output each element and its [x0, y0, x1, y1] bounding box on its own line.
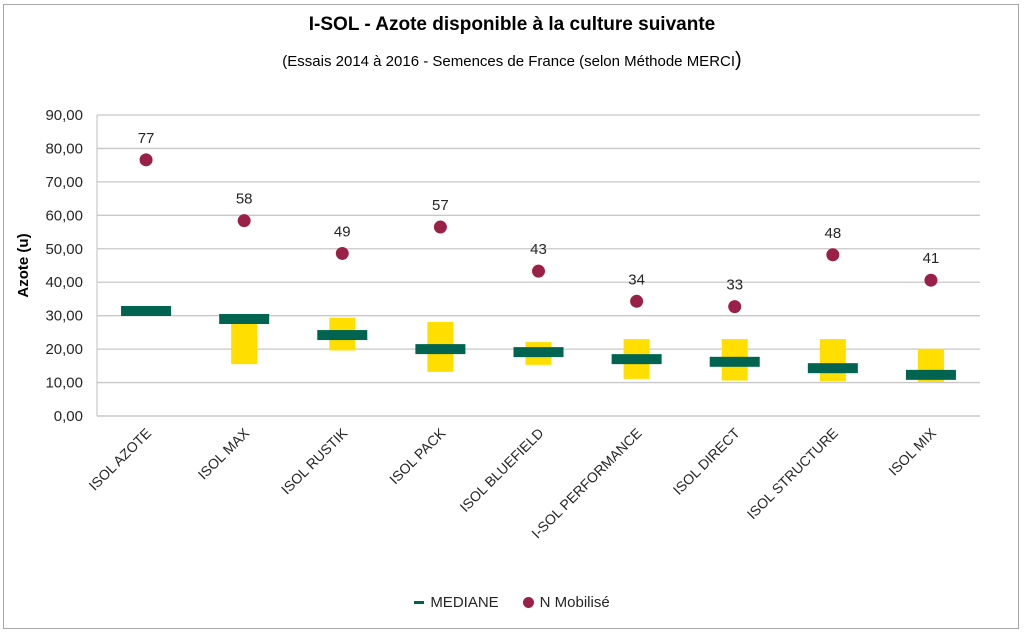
n-mobilise-point — [237, 214, 251, 228]
x-tick-label: ISOL AZOTE — [85, 425, 154, 494]
median-marker — [513, 347, 564, 358]
median-marker — [219, 314, 270, 325]
x-tick-label: ISOL PACK — [386, 424, 449, 487]
x-tick-label: ISOL STRUCTURE — [744, 425, 841, 522]
y-tick-label: 20,00 — [45, 341, 83, 358]
median-marker — [807, 363, 858, 374]
chart-legend: MEDIANE N Mobilisé — [0, 594, 1024, 611]
data-label: 33 — [726, 277, 743, 294]
subtitle-text: (Essais 2014 à 2016 - Semences de France… — [282, 53, 736, 70]
n-mobilise-point — [630, 294, 644, 308]
data-label: 77 — [138, 130, 155, 147]
legend-item-n-mobilise: N Mobilisé — [522, 594, 610, 611]
median-marker — [709, 356, 760, 367]
y-tick-label: 50,00 — [45, 241, 83, 258]
median-marker — [317, 330, 368, 341]
x-tick-label: ISOL RUSTIK — [278, 424, 351, 497]
data-label: 43 — [530, 241, 547, 258]
y-tick-label: 40,00 — [45, 274, 83, 291]
legend-item-mediane: MEDIANE — [414, 594, 499, 611]
chart-title: I-SOL - Azote disponible à la culture su… — [308, 14, 716, 35]
data-label: 57 — [432, 197, 449, 214]
legend-label: MEDIANE — [430, 594, 499, 611]
median-marker — [415, 344, 466, 355]
chart-frame — [3, 4, 1019, 629]
data-label: 48 — [824, 225, 841, 242]
n-mobilise-point — [433, 220, 447, 234]
data-label: 41 — [923, 250, 940, 267]
range-bar — [231, 319, 258, 365]
n-mobilise-point — [826, 248, 840, 262]
circle-marker-icon — [522, 597, 534, 608]
x-tick-label: I-SOL PERFORMANCE — [528, 425, 645, 542]
n-mobilise-point — [139, 153, 153, 167]
median-marker — [905, 369, 956, 380]
legend-label: N Mobilisé — [539, 594, 610, 611]
median-marker — [611, 354, 662, 365]
y-tick-label: 80,00 — [45, 140, 83, 157]
data-label: 49 — [334, 223, 351, 240]
x-tick-label: ISOL MIX — [885, 424, 939, 478]
n-mobilise-point — [335, 246, 349, 260]
y-axis-title: Azote (u) — [15, 233, 32, 297]
range-bar — [819, 339, 846, 382]
x-tick-label: ISOL DIRECT — [670, 424, 743, 497]
x-tick-label: ISOL MAX — [195, 424, 253, 482]
data-label: 58 — [236, 191, 253, 208]
y-tick-label: 0,00 — [54, 408, 83, 425]
y-tick-label: 90,00 — [45, 107, 83, 124]
n-mobilise-point — [532, 264, 545, 278]
chart-subtitle: (Essais 2014 à 2016 - Semences de France… — [0, 49, 1024, 72]
median-marker — [121, 305, 172, 316]
y-tick-label: 30,00 — [45, 308, 83, 325]
subtitle-close-paren: ) — [735, 49, 742, 71]
n-mobilise-point — [728, 300, 742, 314]
y-tick-label: 10,00 — [45, 375, 83, 392]
y-tick-label: 60,00 — [45, 207, 83, 224]
y-tick-label: 70,00 — [45, 174, 83, 191]
dash-marker-icon — [414, 601, 425, 604]
x-tick-label: ISOL BLUEFIELD — [456, 425, 546, 515]
n-mobilise-point — [924, 273, 938, 287]
data-label: 34 — [628, 271, 645, 288]
